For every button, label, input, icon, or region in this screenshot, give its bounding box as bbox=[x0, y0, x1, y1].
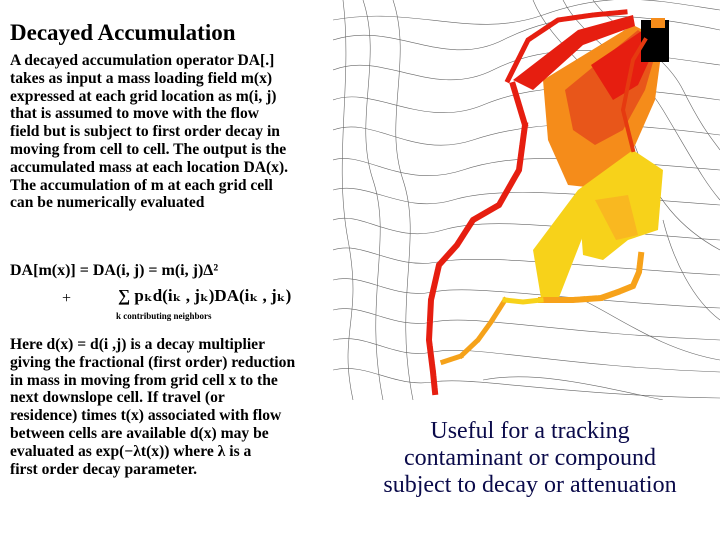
text-line: that is assumed to move with the flow bbox=[10, 105, 260, 123]
text-line: moving from cell to cell. The output is … bbox=[10, 140, 287, 158]
text-line: first order decay parameter. bbox=[10, 460, 198, 478]
text-line: field but is subject to first order deca… bbox=[10, 123, 280, 141]
formula-plus: + bbox=[62, 290, 72, 307]
caption-line: Useful for a tracking bbox=[430, 418, 630, 444]
formula-subscript: k contributing neighbors bbox=[116, 311, 212, 321]
text-line: residence) times t(x) associated with fl… bbox=[10, 407, 282, 425]
text-line: expressed at each grid location as m(i, … bbox=[10, 87, 277, 105]
text-line: A decayed accumulation operator DA[.] bbox=[10, 52, 275, 69]
description-paragraph: A decayed accumulation operator DA[.] ta… bbox=[10, 52, 335, 212]
caption-line: contaminant or compound bbox=[404, 445, 656, 471]
text-line: giving the fractional (first order) redu… bbox=[10, 353, 296, 371]
flow-channels bbox=[425, 9, 648, 396]
text-line: Here d(x) = d(i ,j) is a decay multiplie… bbox=[10, 336, 266, 353]
decay-paragraph: Here d(x) = d(i ,j) is a decay multiplie… bbox=[10, 336, 335, 478]
text-line: can be numerically evaluated bbox=[10, 194, 205, 212]
caption-line: subject to decay or attenuation bbox=[383, 472, 677, 498]
formula-line-1: DA[m(x)] = DA(i, j) = m(i, j)Δ² bbox=[10, 262, 219, 279]
text-line: accumulated mass at each location DA(x). bbox=[10, 158, 289, 176]
caption: Useful for a tracking contaminant or com… bbox=[340, 418, 720, 499]
text-line: evaluated as exp(−λt(x)) where λ is a bbox=[10, 442, 252, 460]
text-line: takes as input a mass loading field m(x) bbox=[10, 69, 273, 87]
text-line: in mass in moving from grid cell x to th… bbox=[10, 371, 278, 389]
text-line: The accumulation of m at each grid cell bbox=[10, 176, 273, 194]
text-line: next downslope cell. If travel (or bbox=[10, 389, 225, 407]
text-line: between cells are available d(x) may be bbox=[10, 424, 269, 442]
slide-title: Decayed Accumulation bbox=[10, 20, 236, 45]
formula-line-2: ∑ pₖd(iₖ , jₖ)DA(iₖ , jₖ) bbox=[118, 286, 292, 305]
decayed-accumulation-map bbox=[333, 0, 720, 400]
